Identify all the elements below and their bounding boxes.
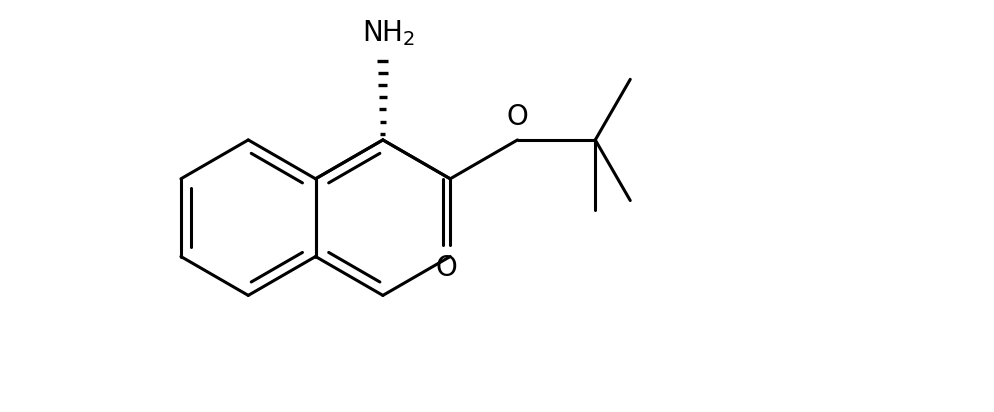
Text: O: O [507, 103, 529, 131]
Text: O: O [435, 254, 457, 282]
Text: NH$_2$: NH$_2$ [363, 19, 415, 48]
